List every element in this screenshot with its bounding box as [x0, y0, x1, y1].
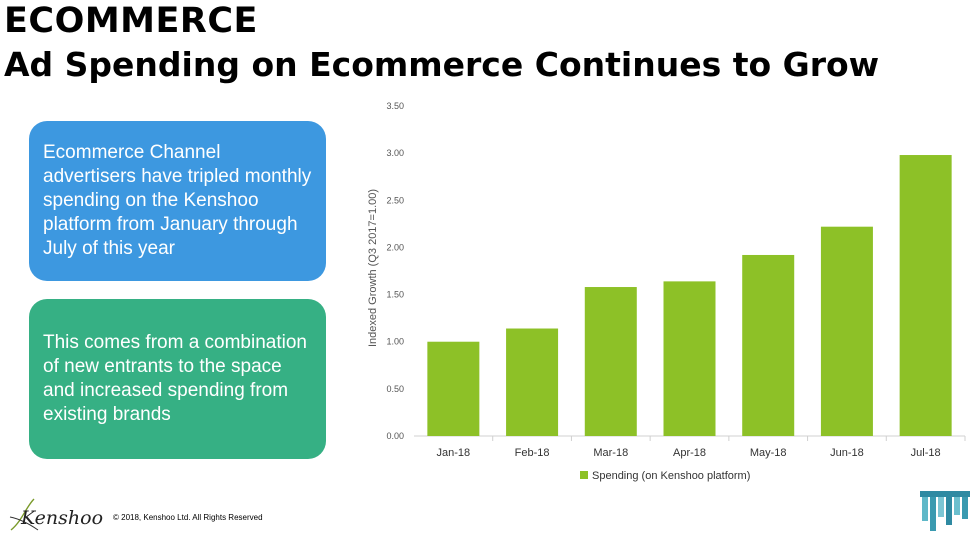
- x-tick-label: Apr-18: [673, 447, 706, 459]
- y-tick-label: 2.50: [386, 195, 404, 205]
- bar: [506, 328, 559, 436]
- y-tick-label: 3.00: [386, 148, 404, 158]
- page-subtitle: Ad Spending on Ecommerce Continues to Gr…: [4, 45, 880, 84]
- y-tick-label: 0.00: [386, 431, 404, 441]
- y-axis-title: Indexed Growth (Q3 2017=1.00): [367, 189, 379, 347]
- logo-text: Kenshoo: [20, 507, 103, 529]
- y-tick-label: 3.50: [386, 101, 404, 111]
- bar: [584, 287, 637, 436]
- x-tick-label: May-18: [750, 447, 787, 459]
- x-tick-label: Mar-18: [593, 447, 628, 459]
- bar: [663, 281, 716, 436]
- kenshoo-logo: Kenshoo: [9, 498, 103, 531]
- bar: [899, 155, 952, 436]
- copyright-text: © 2018, Kenshoo Ltd. All Rights Reserved: [113, 513, 263, 522]
- callout-box-tripled-spending: Ecommerce Channel advertisers have tripl…: [29, 121, 326, 281]
- x-tick-label: Jan-18: [437, 447, 471, 459]
- bar: [820, 226, 873, 436]
- bar: [427, 341, 480, 436]
- bar: [742, 254, 795, 436]
- callout-text: This comes from a combination of new ent…: [43, 332, 307, 425]
- callout-text: Ecommerce Channel advertisers have tripl…: [43, 142, 312, 259]
- x-tick-label: Jun-18: [830, 447, 864, 459]
- x-tick-label: Feb-18: [515, 447, 550, 459]
- y-tick-label: 2.00: [386, 242, 404, 252]
- page-title: ECOMMERCE: [4, 1, 258, 41]
- x-tick-label: Jul-18: [911, 447, 941, 459]
- y-tick-label: 1.50: [386, 290, 404, 300]
- legend-label: Spending (on Kenshoo platform): [592, 470, 750, 482]
- bars-logo-icon: [920, 491, 970, 531]
- y-tick-label: 0.50: [386, 384, 404, 394]
- legend-swatch: [580, 471, 588, 479]
- callout-box-new-entrants: This comes from a combination of new ent…: [29, 299, 326, 459]
- y-tick-label: 1.00: [386, 337, 404, 347]
